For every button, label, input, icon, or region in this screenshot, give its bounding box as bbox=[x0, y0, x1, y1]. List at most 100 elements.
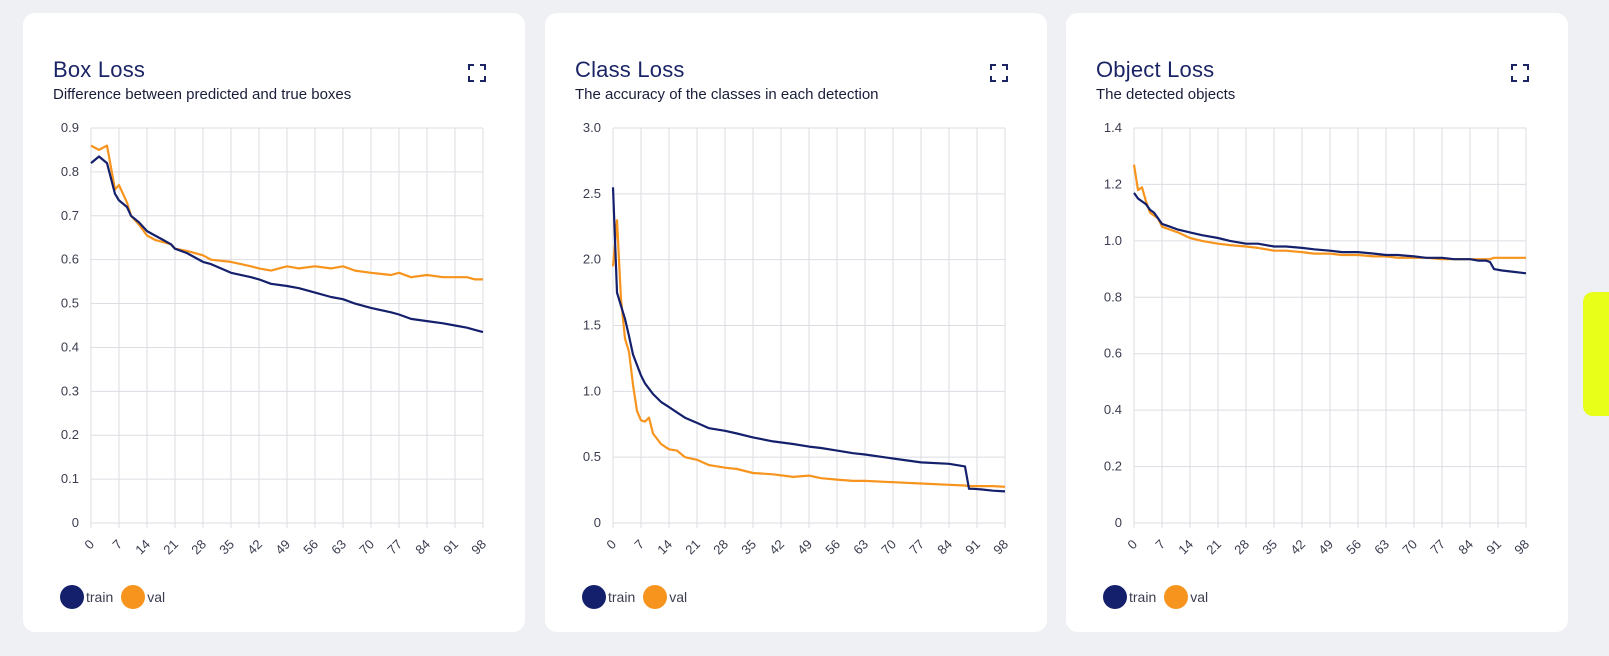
x-tick-label: 77 bbox=[384, 537, 405, 558]
card-subtitle: The detected objects bbox=[1096, 86, 1236, 103]
x-tick-label: 77 bbox=[906, 537, 927, 558]
val-swatch bbox=[121, 585, 146, 609]
x-tick-label: 0 bbox=[81, 537, 97, 553]
y-tick-label: 1.5 bbox=[583, 318, 601, 333]
box-loss-chart: 00.10.20.30.40.50.60.70.80.90 7 14 21 28 35 42… bbox=[61, 120, 489, 558]
x-tick-label: 7 bbox=[1152, 537, 1168, 553]
y-tick-label: 1.0 bbox=[583, 383, 601, 398]
legend-label-train: train bbox=[86, 589, 114, 605]
val-swatch bbox=[643, 585, 668, 609]
card-subtitle: Difference between predicted and true bo… bbox=[53, 86, 352, 103]
y-tick-label: 1.4 bbox=[1104, 120, 1122, 135]
x-tick-label: 21 bbox=[160, 537, 181, 558]
x-tick-label: 21 bbox=[682, 537, 703, 558]
card-subtitle: The accuracy of the classes in each dete… bbox=[575, 86, 879, 103]
x-tick-label: 49 bbox=[794, 537, 815, 558]
legend-item-val[interactable]: val bbox=[121, 585, 165, 609]
y-tick-label: 0.9 bbox=[61, 120, 79, 135]
x-tick-label: 42 bbox=[1287, 537, 1308, 558]
x-tick-label: 91 bbox=[1483, 537, 1504, 558]
chart-legend: train val bbox=[60, 585, 173, 609]
x-tick-label: 0 bbox=[1124, 537, 1140, 553]
x-tick-label: 42 bbox=[766, 537, 787, 558]
x-tick-label: 70 bbox=[878, 537, 899, 558]
series-line-train bbox=[90, 155, 484, 334]
legend-label-val: val bbox=[1190, 589, 1209, 605]
legend-label-train: train bbox=[1129, 589, 1157, 605]
y-tick-label: 0.1 bbox=[61, 471, 79, 486]
y-tick-label: 0.5 bbox=[61, 296, 79, 311]
x-tick-label: 42 bbox=[244, 537, 265, 558]
x-tick-label: 77 bbox=[1427, 537, 1448, 558]
object-loss-chart: 00.20.40.60.81.01.21.40 7 14 21 28 35 42 49 56 63… bbox=[1104, 120, 1532, 558]
train-swatch bbox=[60, 585, 84, 609]
y-tick-label: 0.4 bbox=[61, 339, 79, 354]
legend-label-val: val bbox=[147, 589, 166, 605]
expand-button[interactable] bbox=[463, 59, 491, 87]
x-tick-label: 7 bbox=[109, 537, 125, 553]
legend-label-val: val bbox=[669, 589, 688, 605]
x-tick-label: 56 bbox=[822, 537, 843, 558]
x-tick-label: 0 bbox=[603, 537, 619, 553]
y-tick-label: 0.2 bbox=[61, 427, 79, 442]
y-tick-label: 0.3 bbox=[61, 383, 79, 398]
x-tick-label: 91 bbox=[440, 537, 461, 558]
x-tick-label: 56 bbox=[1343, 537, 1364, 558]
y-tick-label: 0.8 bbox=[61, 164, 79, 179]
y-tick-label: 3.0 bbox=[583, 120, 601, 135]
legend-label-train: train bbox=[608, 589, 636, 605]
legend-item-train[interactable]: train bbox=[582, 585, 635, 609]
series-line-train bbox=[611, 187, 1006, 493]
chart-legend: train val bbox=[1103, 585, 1216, 609]
y-tick-label: 2.0 bbox=[583, 252, 601, 267]
x-tick-label: 35 bbox=[216, 537, 237, 558]
y-tick-label: 0.6 bbox=[1104, 346, 1122, 361]
expand-button[interactable] bbox=[985, 59, 1013, 87]
x-tick-label: 49 bbox=[1315, 537, 1336, 558]
series-line-train bbox=[1133, 192, 1527, 275]
y-tick-label: 0.7 bbox=[61, 208, 79, 223]
y-tick-label: 2.5 bbox=[583, 186, 601, 201]
y-tick-label: 0.6 bbox=[61, 252, 79, 267]
x-tick-label: 14 bbox=[654, 537, 675, 558]
legend-item-train[interactable]: train bbox=[1103, 585, 1156, 609]
y-tick-label: 1.0 bbox=[1104, 233, 1122, 248]
x-tick-label: 70 bbox=[356, 537, 377, 558]
x-tick-label: 28 bbox=[1231, 537, 1252, 558]
x-tick-label: 91 bbox=[962, 537, 983, 558]
x-tick-label: 84 bbox=[1455, 537, 1476, 558]
train-swatch bbox=[582, 585, 606, 609]
y-tick-label: 1.2 bbox=[1104, 176, 1122, 191]
x-tick-label: 7 bbox=[631, 537, 647, 553]
x-tick-label: 14 bbox=[1175, 537, 1196, 558]
side-feedback-tab[interactable] bbox=[1583, 292, 1609, 416]
box-loss-card: Box Loss Difference between predicted an… bbox=[23, 13, 525, 632]
y-tick-label: 0.5 bbox=[583, 449, 601, 464]
val-swatch bbox=[1164, 585, 1189, 609]
x-tick-label: 98 bbox=[1511, 537, 1532, 558]
x-tick-label: 28 bbox=[188, 537, 209, 558]
x-tick-label: 84 bbox=[934, 537, 955, 558]
y-tick-label: 0.8 bbox=[1104, 289, 1122, 304]
expand-icon bbox=[1511, 64, 1529, 82]
x-tick-label: 35 bbox=[738, 537, 759, 558]
legend-item-val[interactable]: val bbox=[1164, 585, 1208, 609]
legend-item-val[interactable]: val bbox=[643, 585, 687, 609]
y-tick-label: 0 bbox=[594, 515, 601, 530]
x-tick-label: 21 bbox=[1203, 537, 1224, 558]
card-title: Box Loss bbox=[53, 57, 146, 82]
expand-icon bbox=[468, 64, 486, 82]
class-loss-card: Class Loss The accuracy of the classes i… bbox=[545, 13, 1047, 632]
legend-item-train[interactable]: train bbox=[60, 585, 113, 609]
x-tick-label: 63 bbox=[850, 537, 871, 558]
x-tick-label: 28 bbox=[710, 537, 731, 558]
x-tick-label: 63 bbox=[1371, 537, 1392, 558]
x-tick-label: 98 bbox=[468, 537, 489, 558]
y-tick-label: 0 bbox=[1115, 515, 1122, 530]
expand-button[interactable] bbox=[1506, 59, 1534, 87]
y-tick-label: 0.2 bbox=[1104, 459, 1122, 474]
card-title: Class Loss bbox=[575, 57, 685, 82]
y-tick-label: 0.4 bbox=[1104, 402, 1122, 417]
expand-icon bbox=[990, 64, 1008, 82]
card-title: Object Loss bbox=[1096, 57, 1215, 82]
